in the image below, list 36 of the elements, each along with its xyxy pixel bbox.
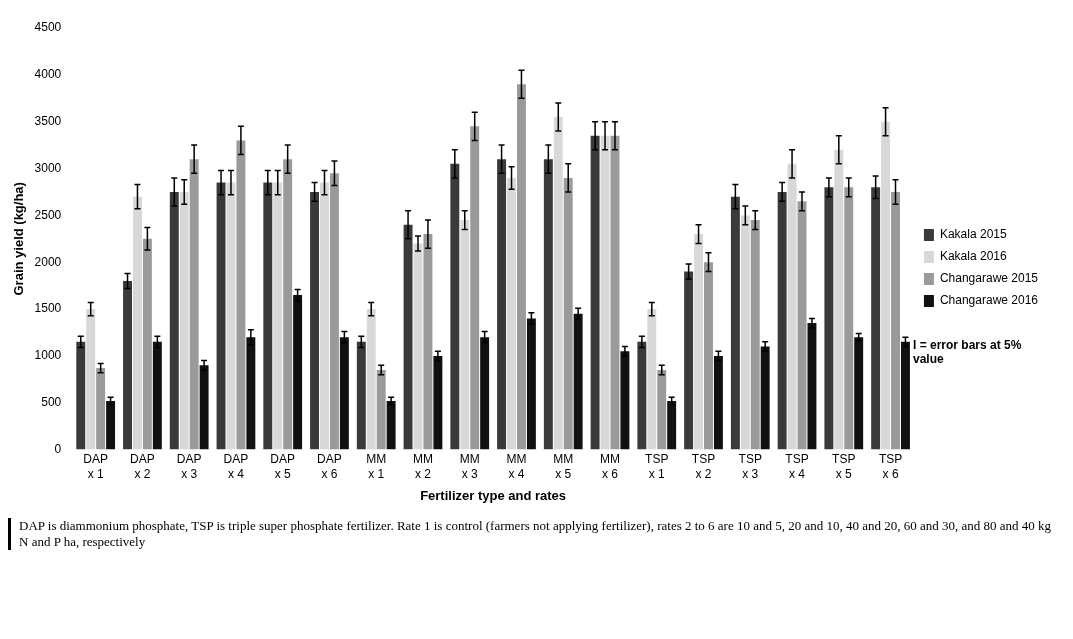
x-axis-title: Fertilizer type and rates <box>420 487 567 503</box>
x-tick-label: MM x 1 <box>366 452 387 481</box>
x-tick-label: TSP x 4 <box>785 452 809 481</box>
y-axis-title: Grain yield (kg/ha) <box>11 182 27 296</box>
y-tick-label: 2500 <box>34 207 62 222</box>
legend-label: Kakala 2015 <box>939 227 1007 242</box>
x-tick-label: TSP x 2 <box>691 452 716 481</box>
x-tick-label: MM x 3 <box>459 452 480 481</box>
y-tick-label: 1000 <box>34 348 62 363</box>
x-tick-label: TSP x 3 <box>738 452 762 481</box>
y-tick-label: 4000 <box>34 67 62 82</box>
annotation: I = error bars at 5% value <box>913 338 1023 366</box>
x-tick-label: DAP x 4 <box>223 452 249 481</box>
x-tick-label: MM x 4 <box>506 452 527 481</box>
x-tick-label: DAP x 6 <box>317 452 342 481</box>
y-tick-label: 3000 <box>34 160 62 175</box>
x-tick-label: DAP x 2 <box>130 452 155 481</box>
legend-label: Changarawe 2015 <box>939 271 1039 286</box>
y-tick-label: 1500 <box>34 301 62 316</box>
x-tick-label: DAP x 5 <box>270 452 296 481</box>
y-tick-label: 3500 <box>34 114 62 128</box>
legend-label: Kakala 2016 <box>939 249 1007 264</box>
x-tick-label: DAP x 3 <box>176 452 202 481</box>
x-tick-label: MM x 6 <box>600 452 620 481</box>
y-tick-label: 4500 <box>34 20 62 35</box>
legend-label: Changarawe 2016 <box>939 293 1039 308</box>
x-tick-label: TSP x 6 <box>878 452 903 481</box>
x-tick-label: DAP x 1 <box>83 452 109 481</box>
y-tick-label: 0 <box>54 441 62 456</box>
y-tick-label: 2000 <box>34 254 62 269</box>
x-tick-label: MM x 2 <box>412 452 433 481</box>
x-tick-label: MM x 5 <box>553 452 574 481</box>
y-tick-label: 500 <box>41 395 62 410</box>
x-tick-label: TSP x 5 <box>832 452 856 481</box>
x-tick-label: TSP x 1 <box>645 452 669 481</box>
text: DAP is diammonium phosphate, TSP is triple super phosphate fertilizer. Rate 1 is control (farmers not applying fertilizer), rates 2 to 6 are 10 and 5, 20 and 10, 40 and 20, 60 and 30, and 80 and 40 kg N and P ha, respectively <box>8 518 1058 550</box>
